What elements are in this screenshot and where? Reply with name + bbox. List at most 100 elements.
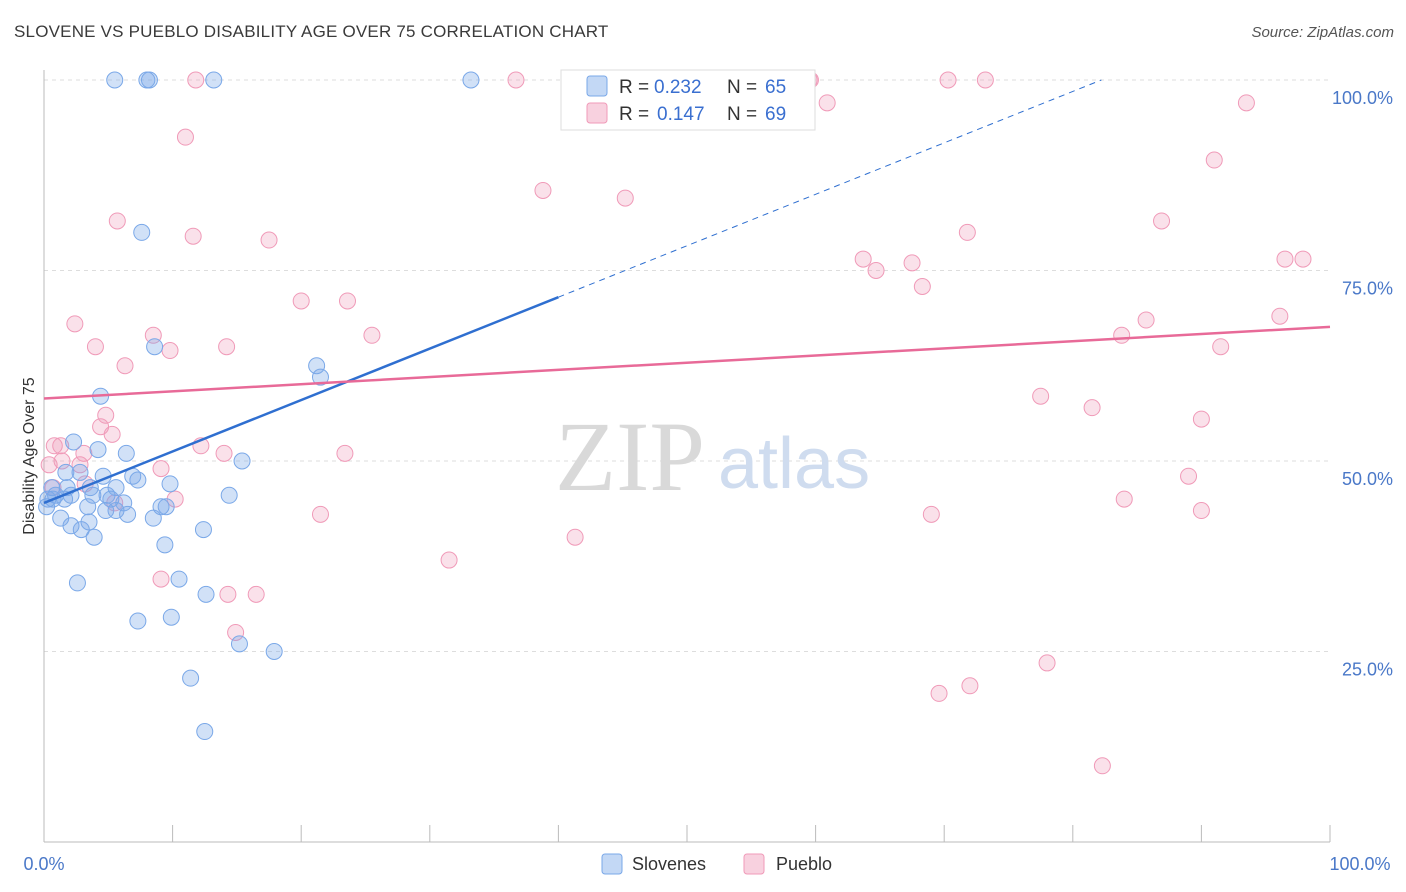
pueblo-point: [1192, 502, 1210, 520]
slovenes-point: [144, 509, 162, 527]
slovenes-point: [62, 517, 80, 535]
pueblo-point: [219, 585, 237, 603]
pueblo-point: [363, 326, 381, 344]
pueblo-point: [507, 71, 525, 89]
pueblo-point: [976, 71, 994, 89]
pueblo-point: [1237, 94, 1255, 112]
x-tick-label-min: 0.0%: [23, 854, 64, 874]
pueblo-point: [958, 223, 976, 241]
y-tick-labels: 25.0% 50.0% 75.0% 100.0%: [1332, 88, 1393, 680]
pueblo-point: [1276, 250, 1294, 268]
slovenes-point: [117, 444, 135, 462]
pueblo-point: [40, 456, 58, 474]
y-tick-label: 100.0%: [1332, 88, 1393, 108]
source-label: Source: ZipAtlas.com: [1251, 24, 1394, 41]
legend-top-box: [560, 69, 816, 131]
slovenes-point: [97, 502, 115, 520]
pueblo-point: [184, 227, 202, 245]
slovenes-point: [196, 723, 214, 741]
slovenes-points: [38, 71, 480, 741]
slovenes-point: [106, 71, 124, 89]
slovenes-point: [71, 463, 89, 481]
pueblo-point: [1038, 654, 1056, 672]
y-tick-label: 25.0%: [1342, 660, 1393, 680]
pueblo-point: [45, 437, 63, 455]
pueblo-point: [161, 342, 179, 360]
x-tick-label-max: 100.0%: [1329, 854, 1390, 874]
legend-pueblo-swatch: [586, 102, 608, 124]
pueblo-point: [1093, 757, 1111, 775]
watermark-zip: ZIP: [555, 401, 705, 512]
pueblo-point: [218, 338, 236, 356]
slovenes-point: [146, 338, 164, 356]
pueblo-point: [1083, 399, 1101, 417]
pueblo-point: [867, 262, 885, 279]
slovenes-point: [197, 585, 215, 603]
slovenes-point: [129, 471, 147, 489]
bottom-legend-slovenes-label: Slovenes: [632, 854, 706, 874]
pueblo-point: [152, 460, 170, 478]
pueblo-point: [939, 71, 957, 89]
watermark: ZIP atlas: [555, 401, 870, 512]
pueblo-point: [534, 181, 552, 199]
pueblo-point: [1180, 467, 1198, 485]
slovenes-point: [194, 521, 212, 539]
legend-pueblo-n-value: 69: [765, 104, 786, 125]
pueblo-point: [616, 189, 634, 207]
slovenes-point: [205, 71, 223, 89]
gridlines: [44, 79, 1330, 652]
slovenes-point: [182, 669, 200, 687]
slovenes-point: [265, 643, 283, 660]
pueblo-point: [336, 444, 354, 462]
bottom-legend-slovenes-swatch: [601, 853, 623, 875]
pueblo-point: [247, 585, 265, 603]
pueblo-point: [922, 505, 940, 523]
slovenes-point: [311, 368, 329, 386]
legend-pueblo-r-label: R =: [619, 104, 649, 125]
slovenes-point: [85, 528, 103, 546]
slovenes-point: [65, 433, 83, 451]
pueblo-point: [440, 551, 458, 569]
slovenes-point: [157, 498, 175, 516]
slovenes-point: [156, 536, 174, 554]
pueblo-point: [1212, 338, 1230, 356]
slovenes-trendline-extension: [558, 79, 1102, 298]
pueblo-point: [961, 677, 979, 695]
slovenes-point: [133, 223, 151, 241]
pueblo-point: [338, 292, 356, 310]
bottom-legend-pueblo-swatch: [743, 853, 765, 875]
pueblo-point: [818, 94, 836, 112]
pueblo-point: [1205, 151, 1223, 169]
slovenes-point: [140, 71, 158, 89]
pueblo-point: [260, 231, 278, 249]
y-axis-label: Disability Age Over 75: [21, 377, 38, 535]
watermark-atlas: atlas: [718, 424, 870, 504]
legend-slovenes-n-value: 65: [765, 77, 786, 98]
pueblo-point: [152, 570, 170, 588]
pueblo-point: [176, 128, 194, 146]
pueblo-point: [52, 437, 70, 455]
slovenes-point: [72, 521, 90, 539]
pueblo-point: [227, 623, 245, 641]
legend-pueblo-r-value: 0.147: [657, 104, 705, 125]
slovenes-trendline: [43, 296, 559, 505]
pueblo-point: [1032, 387, 1050, 405]
pueblo-point: [187, 71, 205, 89]
slovenes-point: [308, 357, 326, 375]
pueblo-point: [854, 250, 872, 268]
chart-title: SLOVENE VS PUEBLO DISABILITY AGE OVER 75…: [14, 22, 609, 41]
slovenes-point: [129, 612, 147, 630]
pueblo-point: [75, 444, 93, 462]
slovenes-point: [233, 452, 251, 470]
bottom-legend-pueblo-label: Pueblo: [776, 854, 832, 874]
slovenes-point: [220, 486, 238, 504]
pueblo-point: [1113, 326, 1131, 344]
pueblo-point: [1153, 212, 1171, 230]
slovenes-point: [462, 71, 480, 89]
legend-slovenes-swatch: [586, 75, 608, 97]
legend-pueblo-n-label: N =: [727, 104, 757, 125]
pueblo-point: [116, 357, 134, 375]
pueblo-point: [1294, 250, 1312, 268]
pueblo-point: [903, 254, 921, 272]
